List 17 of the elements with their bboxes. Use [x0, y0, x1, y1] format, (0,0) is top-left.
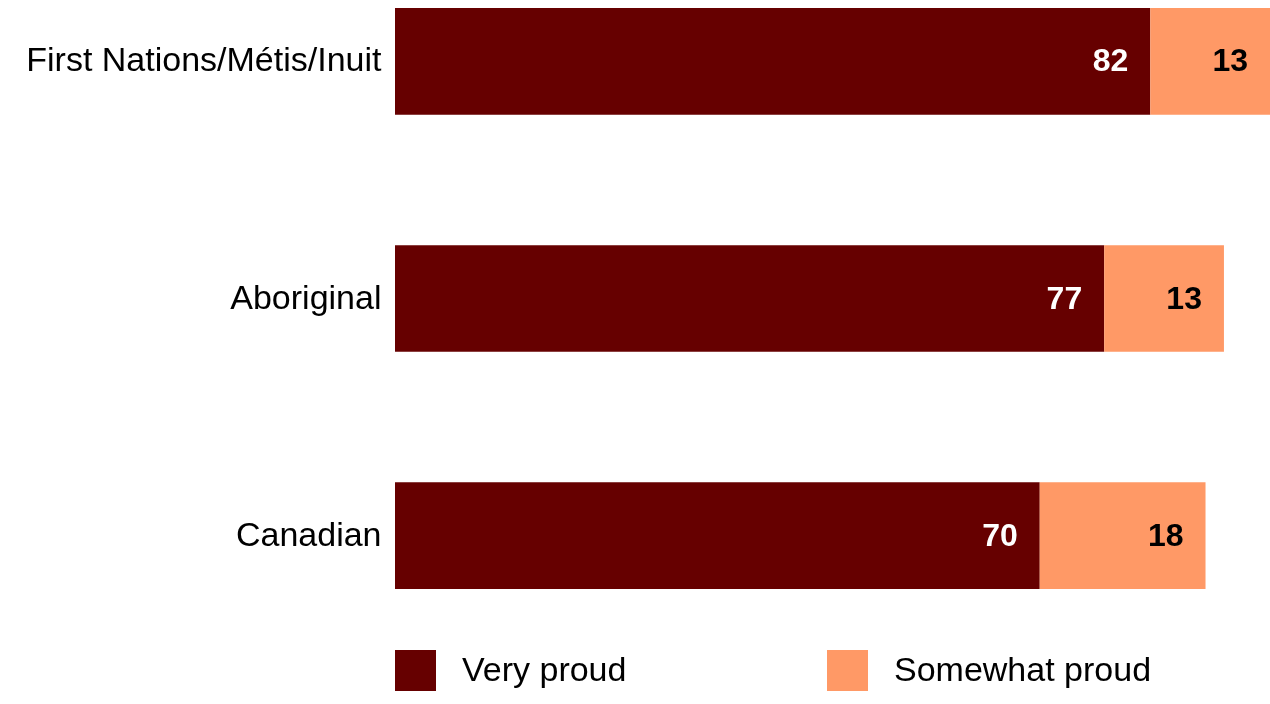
data-label: 70 — [982, 516, 1018, 553]
data-label: 13 — [1212, 42, 1248, 79]
bar — [395, 245, 1105, 352]
data-label: 82 — [1092, 42, 1129, 79]
data-label: 18 — [1147, 516, 1184, 553]
bar — [1150, 8, 1270, 115]
y-tick-label: Canadian — [235, 514, 382, 553]
bar — [1104, 245, 1224, 352]
legend-label: Somewhat proud — [894, 649, 1152, 688]
y-tick-label: First Nations/Métis/Inuit — [26, 40, 383, 79]
legend-label: Very proud — [462, 649, 627, 688]
bar — [1039, 482, 1206, 589]
y-tick-label: Aboriginal — [230, 277, 382, 316]
data-label: 13 — [1166, 279, 1202, 316]
data-label: 77 — [1046, 279, 1083, 316]
bar — [395, 8, 1151, 115]
bar — [395, 482, 1040, 589]
